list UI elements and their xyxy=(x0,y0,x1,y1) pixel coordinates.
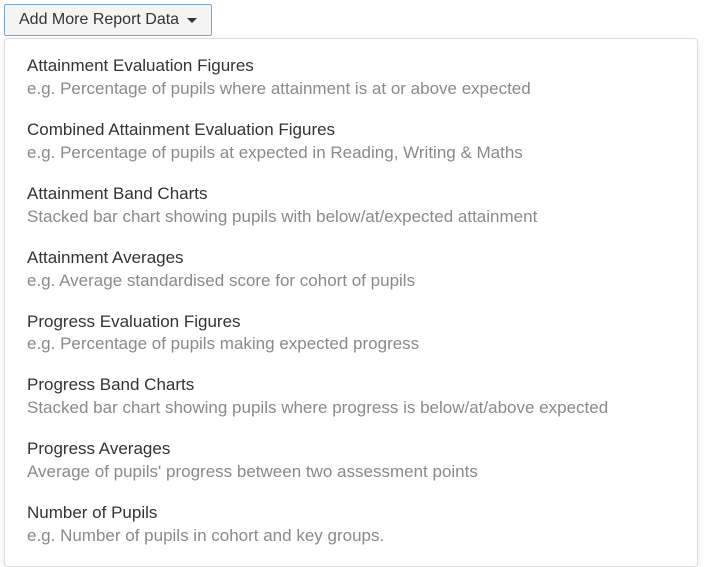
menu-item-desc: e.g. Percentage of pupils where attainme… xyxy=(27,78,675,101)
menu-item-title: Attainment Averages xyxy=(27,247,675,270)
menu-item-desc: Stacked bar chart showing pupils with be… xyxy=(27,206,675,229)
menu-item-progress-averages[interactable]: Progress Averages Average of pupils' pro… xyxy=(5,430,697,494)
menu-item-desc: Average of pupils' progress between two … xyxy=(27,461,675,484)
menu-item-title: Attainment Evaluation Figures xyxy=(27,55,675,78)
menu-item-combined-attainment-evaluation-figures[interactable]: Combined Attainment Evaluation Figures e… xyxy=(5,111,697,175)
button-label: Add More Report Data xyxy=(19,11,179,29)
menu-item-attainment-averages[interactable]: Attainment Averages e.g. Average standar… xyxy=(5,239,697,303)
menu-item-title: Combined Attainment Evaluation Figures xyxy=(27,119,675,142)
menu-item-attainment-band-charts[interactable]: Attainment Band Charts Stacked bar chart… xyxy=(5,175,697,239)
menu-item-attainment-evaluation-figures[interactable]: Attainment Evaluation Figures e.g. Perce… xyxy=(5,47,697,111)
menu-item-title: Attainment Band Charts xyxy=(27,183,675,206)
menu-item-desc: e.g. Average standardised score for coho… xyxy=(27,270,675,293)
menu-item-progress-band-charts[interactable]: Progress Band Charts Stacked bar chart s… xyxy=(5,366,697,430)
menu-item-desc: e.g. Percentage of pupils at expected in… xyxy=(27,142,675,165)
menu-item-desc: Stacked bar chart showing pupils where p… xyxy=(27,397,675,420)
menu-item-number-of-pupils[interactable]: Number of Pupils e.g. Number of pupils i… xyxy=(5,494,697,558)
caret-down-icon xyxy=(187,18,197,23)
menu-item-title: Number of Pupils xyxy=(27,502,675,525)
menu-item-title: Progress Averages xyxy=(27,438,675,461)
menu-item-desc: e.g. Number of pupils in cohort and key … xyxy=(27,525,675,548)
menu-item-title: Progress Band Charts xyxy=(27,374,675,397)
menu-item-title: Progress Evaluation Figures xyxy=(27,311,675,334)
menu-item-progress-evaluation-figures[interactable]: Progress Evaluation Figures e.g. Percent… xyxy=(5,303,697,367)
add-more-report-data-button[interactable]: Add More Report Data xyxy=(4,4,212,36)
dropdown-menu: Attainment Evaluation Figures e.g. Perce… xyxy=(4,38,698,567)
menu-item-desc: e.g. Percentage of pupils making expecte… xyxy=(27,333,675,356)
